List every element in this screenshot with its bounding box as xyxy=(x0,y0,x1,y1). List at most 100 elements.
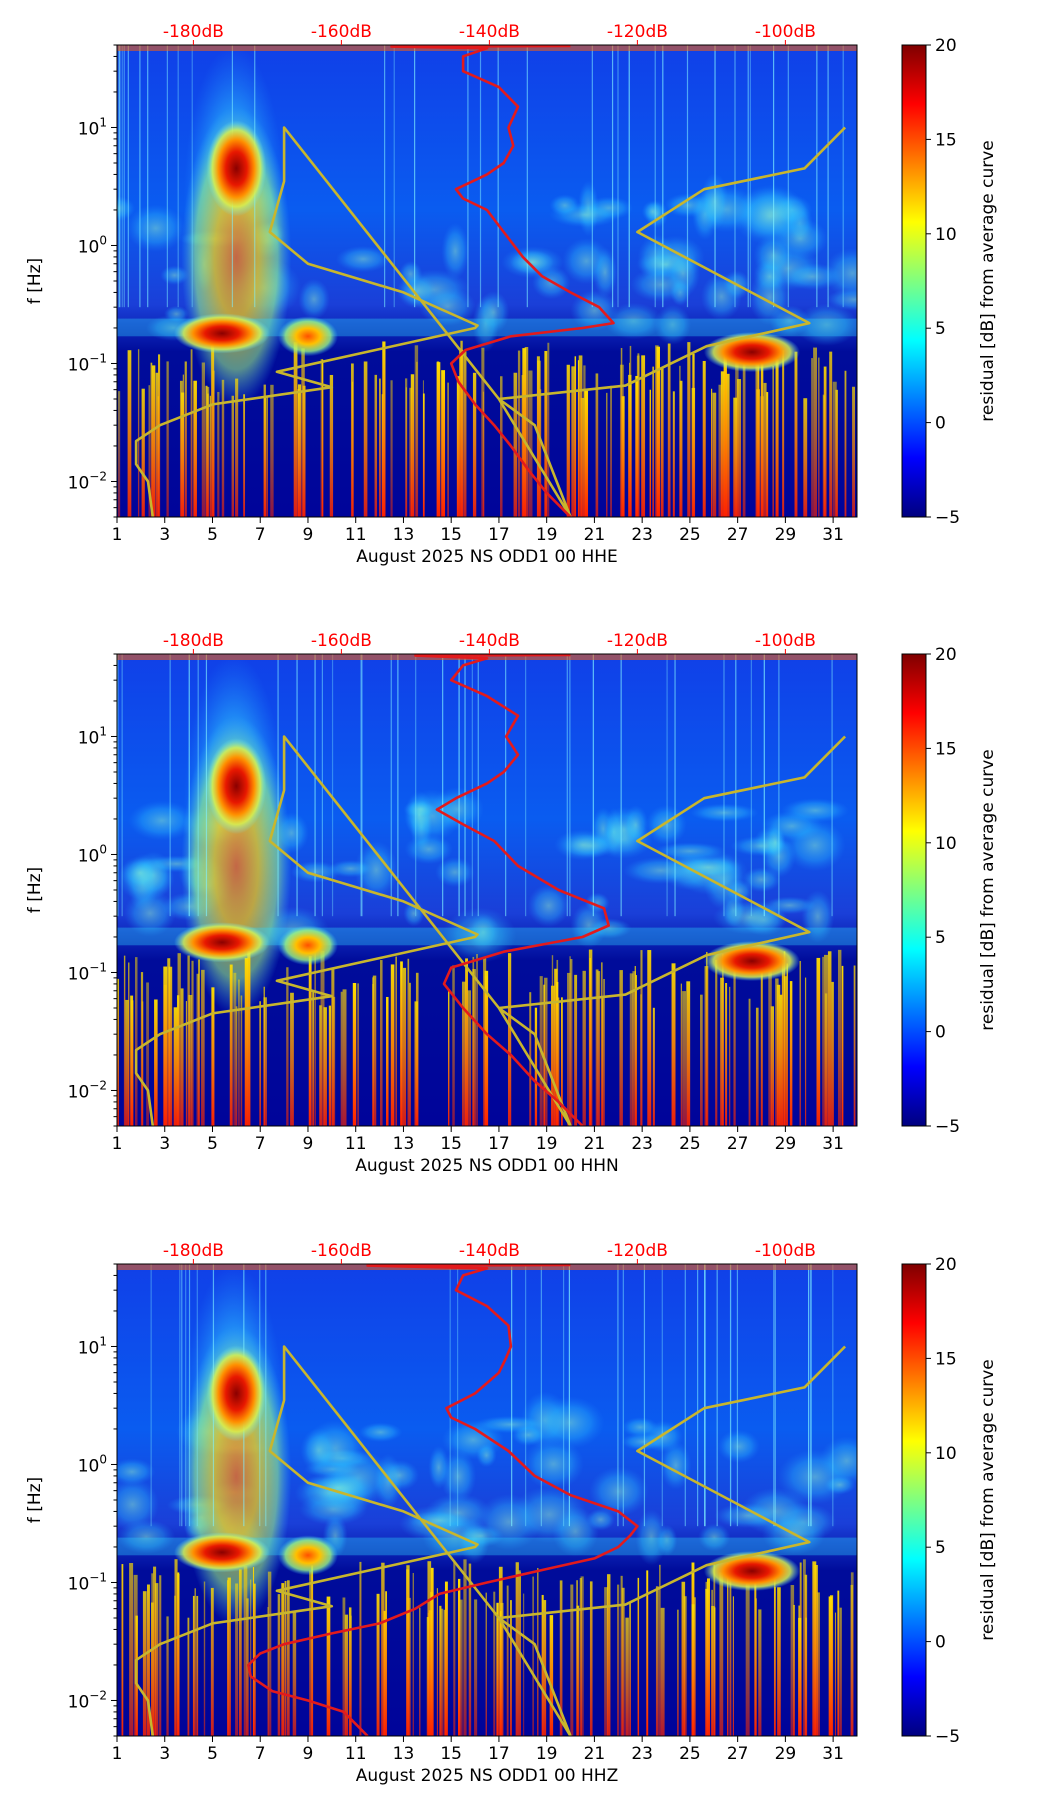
transient-stripe xyxy=(649,389,651,517)
transient-stripe xyxy=(500,376,503,517)
transient-stripe xyxy=(472,969,476,1126)
transient-stripe xyxy=(577,360,580,517)
transient-streak xyxy=(467,45,469,308)
transient-stripe xyxy=(832,381,837,517)
noise-texture xyxy=(698,1523,731,1552)
transient-streak xyxy=(540,1264,542,1527)
transient-stripe xyxy=(319,1005,322,1126)
transient-streak xyxy=(617,45,619,308)
transient-stripe xyxy=(619,364,624,517)
transient-stripe xyxy=(395,956,397,1126)
transient-stripe xyxy=(174,1559,178,1736)
transient-stripe xyxy=(457,1578,461,1736)
x-tick-label: 11 xyxy=(345,1744,367,1764)
transient-stripe xyxy=(357,983,359,1126)
transient-stripe xyxy=(140,972,144,1126)
colorbar-tick-label: 0 xyxy=(935,1633,946,1653)
transient-stripe xyxy=(570,959,573,1126)
transient-stripe xyxy=(426,1617,429,1736)
transient-streak xyxy=(611,45,614,308)
transient-stripe xyxy=(758,1609,762,1736)
noise-texture xyxy=(585,918,632,939)
transient-stripe xyxy=(196,1595,199,1736)
transient-stripe xyxy=(584,389,589,517)
transient-stripe xyxy=(436,362,441,517)
transient-stripe xyxy=(427,1561,432,1736)
transient-stripe xyxy=(137,349,140,517)
transient-streak xyxy=(734,45,736,308)
noise-texture xyxy=(527,884,570,928)
transient-stripe xyxy=(827,951,832,1126)
noise-texture xyxy=(440,1449,477,1503)
transient-streak xyxy=(188,654,190,917)
transient-stripe xyxy=(754,1573,757,1736)
transient-streak xyxy=(666,654,668,917)
transient-stripe xyxy=(406,1565,410,1736)
noise-texture xyxy=(117,195,136,222)
colorbar-tick-label: 0 xyxy=(935,414,946,434)
top-axis-label: -120dB xyxy=(607,22,668,42)
transient-stripe xyxy=(314,950,317,1126)
noise-texture xyxy=(586,1508,615,1531)
transient-stripe xyxy=(382,341,386,517)
noise-texture xyxy=(784,819,846,872)
hot-spot xyxy=(277,316,338,357)
transient-stripe xyxy=(250,1579,252,1736)
transient-streak xyxy=(750,654,752,917)
noise-texture xyxy=(380,1459,420,1491)
transient-streak xyxy=(654,45,656,308)
noise-texture xyxy=(635,1509,668,1566)
heatmap-area xyxy=(117,1264,857,1736)
transient-stripe xyxy=(811,358,813,517)
transient-stripe xyxy=(680,983,682,1126)
transient-stripe xyxy=(166,361,169,517)
transient-stripe xyxy=(125,999,129,1126)
transient-streak xyxy=(119,45,121,308)
transient-stripe xyxy=(559,1580,563,1736)
top-axis-label: -180dB xyxy=(163,22,224,42)
transient-stripe xyxy=(235,378,239,517)
transient-streak xyxy=(566,654,568,917)
noise-texture xyxy=(126,204,186,252)
transient-stripe xyxy=(130,995,134,1126)
transient-stripe xyxy=(582,970,586,1126)
transient-stripe xyxy=(191,960,194,1126)
colorbar xyxy=(901,653,927,1127)
transient-stripe xyxy=(733,397,738,517)
x-tick-label: 17 xyxy=(488,1134,510,1154)
reference-curve-yellow xyxy=(134,735,847,1126)
transient-stripe xyxy=(569,956,571,1126)
y-tick-label: 10−2 xyxy=(68,1078,107,1102)
noise-texture xyxy=(428,1445,450,1490)
transient-stripe xyxy=(799,960,802,1126)
transient-stripe xyxy=(309,1570,313,1736)
transient-stripe xyxy=(647,950,652,1126)
transient-streak xyxy=(179,1264,181,1527)
noise-texture xyxy=(404,790,434,840)
transient-stripe xyxy=(252,1567,255,1736)
transient-stripe xyxy=(474,1599,478,1736)
transient-streak xyxy=(121,654,123,917)
transient-stripe xyxy=(817,1592,820,1736)
transient-stripe xyxy=(321,359,324,517)
transient-stripe xyxy=(292,1610,297,1736)
transient-stripe xyxy=(834,1612,837,1736)
transient-streak xyxy=(117,654,119,917)
x-tick-label: 15 xyxy=(440,1134,462,1154)
transient-streak xyxy=(442,654,444,917)
transient-stripe xyxy=(351,381,354,517)
hot-spot xyxy=(277,925,338,966)
colorbar-tick-label: −5 xyxy=(935,1117,960,1137)
transient-streak xyxy=(620,654,622,917)
transient-stripe xyxy=(461,981,466,1126)
transient-streak xyxy=(477,654,479,917)
transient-stripe xyxy=(610,385,612,517)
transient-stripe xyxy=(798,1617,802,1736)
noise-texture xyxy=(622,1417,659,1438)
x-tick-label: 15 xyxy=(440,525,462,545)
transient-stripe xyxy=(625,1617,629,1736)
transient-stripe xyxy=(617,1584,620,1736)
hot-spot xyxy=(277,1535,338,1576)
transient-stripe xyxy=(128,962,130,1126)
noise-texture xyxy=(354,840,398,900)
